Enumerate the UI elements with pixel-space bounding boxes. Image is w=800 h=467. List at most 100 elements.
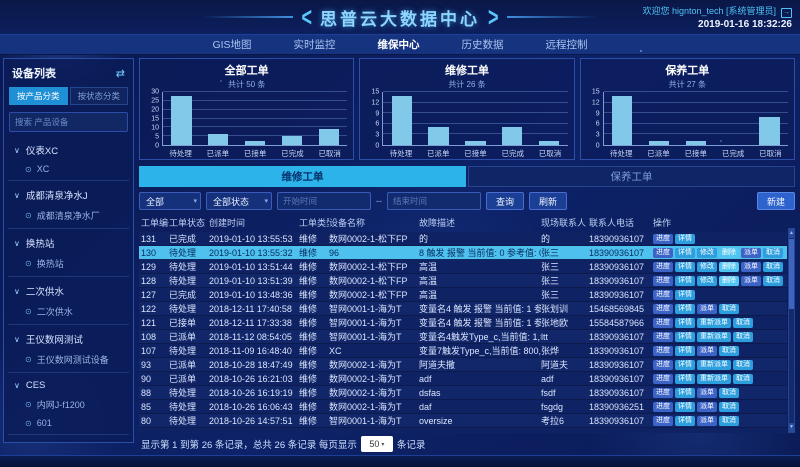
scroll-up-icon[interactable]: ▲ bbox=[789, 229, 794, 238]
action-button-详情[interactable]: 详情 bbox=[675, 233, 695, 244]
tree-parent[interactable]: ∨PP改 bbox=[8, 437, 129, 442]
action-button-详情[interactable]: 详情 bbox=[675, 247, 695, 258]
action-button-派单[interactable]: 派单 bbox=[697, 345, 717, 356]
table-row[interactable]: 128 待处理 2019-01-10 13:51:39 维修 数网0002-1-松下FP… bbox=[139, 274, 787, 288]
scroll-down-icon[interactable]: ▼ bbox=[789, 423, 794, 432]
tree-item[interactable]: ⊙ XC bbox=[8, 160, 129, 177]
action-button-进度[interactable]: 进度 bbox=[653, 261, 673, 272]
action-button-取消[interactable]: 取消 bbox=[733, 331, 753, 342]
nav-tab[interactable]: 远程控制 bbox=[545, 39, 588, 51]
action-button-进度[interactable]: 进度 bbox=[653, 345, 673, 356]
page-size-select[interactable]: 50 ▾ bbox=[360, 436, 393, 452]
action-button-详情[interactable]: 详情 bbox=[675, 415, 695, 426]
action-button-取消[interactable]: 取消 bbox=[763, 261, 783, 272]
action-button-详情[interactable]: 详情 bbox=[675, 261, 695, 272]
action-button-取消[interactable]: 取消 bbox=[719, 415, 739, 426]
action-button-重新派单[interactable]: 重新派单 bbox=[697, 331, 731, 342]
action-button-派单[interactable]: 派单 bbox=[741, 261, 761, 272]
table-row[interactable]: 122 待处理 2018-12-11 17:40:58 维修 智网0001-1-海为T 变… bbox=[139, 302, 787, 316]
nav-tab[interactable]: 历史数据 bbox=[461, 39, 504, 51]
action-button-修改[interactable]: 修改 bbox=[697, 261, 717, 272]
action-button-进度[interactable]: 进度 bbox=[653, 331, 673, 342]
table-row[interactable]: 121 已接单 2018-12-11 17:33:38 维修 智网0001-1-海为T 变… bbox=[139, 316, 787, 330]
action-button-删除[interactable]: 删除 bbox=[719, 275, 739, 286]
action-button-取消[interactable]: 取消 bbox=[719, 303, 739, 314]
tree-item[interactable]: ⊙ 二次供水 bbox=[8, 301, 129, 321]
action-button-详情[interactable]: 详情 bbox=[675, 359, 695, 370]
logout-icon[interactable]: → bbox=[781, 8, 792, 18]
nav-tab[interactable]: GIS地图 bbox=[212, 39, 252, 51]
table-row[interactable] bbox=[139, 428, 787, 433]
action-button-取消[interactable]: 取消 bbox=[763, 247, 783, 258]
action-button-详情[interactable]: 详情 bbox=[675, 289, 695, 300]
collapse-sidebar-icon[interactable]: ⇄ bbox=[115, 67, 125, 80]
tree-item[interactable]: ⊙ 601 bbox=[8, 414, 129, 431]
action-button-派单[interactable]: 派单 bbox=[697, 401, 717, 412]
search-input[interactable] bbox=[15, 117, 126, 127]
action-button-取消[interactable]: 取消 bbox=[719, 345, 739, 356]
nav-tab[interactable]: 实时监控 bbox=[293, 39, 336, 51]
action-button-详情[interactable]: 详情 bbox=[675, 387, 695, 398]
action-button-详情[interactable]: 详情 bbox=[675, 275, 695, 286]
action-button-派单[interactable]: 派单 bbox=[697, 387, 717, 398]
action-button-详情[interactable]: 详情 bbox=[675, 317, 695, 328]
action-button-重新派单[interactable]: 重新派单 bbox=[697, 373, 731, 384]
table-row[interactable]: 88 待处理 2018-10-26 16:19:19 维修 数网0002-1-海为T ds… bbox=[139, 386, 787, 400]
action-button-重新派单[interactable]: 重新派单 bbox=[697, 359, 731, 370]
table-row[interactable]: 107 待处理 2018-11-09 16:48:40 维修 XC 变量7触发Type_c… bbox=[139, 344, 787, 358]
tree-parent[interactable]: ∨ 王仪数网测试 bbox=[8, 327, 129, 349]
table-row[interactable]: 85 待处理 2018-10-26 16:06:43 维修 数网0002-1-海为T da… bbox=[139, 400, 787, 414]
action-button-取消[interactable]: 取消 bbox=[733, 317, 753, 328]
action-button-进度[interactable]: 进度 bbox=[653, 317, 673, 328]
action-button-进度[interactable]: 进度 bbox=[653, 233, 673, 244]
action-button-详情[interactable]: 详情 bbox=[675, 331, 695, 342]
workorder-tab[interactable]: 保养工单 bbox=[468, 166, 795, 187]
action-button-删除[interactable]: 删除 bbox=[719, 247, 739, 258]
table-row[interactable]: 129 待处理 2019-01-10 13:51:44 维修 数网0002-1-松下FP… bbox=[139, 260, 787, 274]
action-button-进度[interactable]: 进度 bbox=[653, 247, 673, 258]
start-date-input[interactable] bbox=[277, 192, 371, 210]
action-button-进度[interactable]: 进度 bbox=[653, 373, 673, 384]
table-row[interactable]: 130 待处理 2019-01-10 13:55:32 维修 96 8 触发 报警 当前值… bbox=[139, 246, 787, 260]
action-button-重新派单[interactable]: 重新派单 bbox=[697, 317, 731, 328]
action-button-派单[interactable]: 派单 bbox=[697, 303, 717, 314]
table-row[interactable]: 131 已完成 2019-01-10 13:55:53 维修 数网0002-1-松下FP… bbox=[139, 232, 787, 246]
create-button[interactable]: 新建 bbox=[756, 192, 795, 210]
action-button-取消[interactable]: 取消 bbox=[763, 275, 783, 286]
sidebar-tab[interactable]: 按状态分类 bbox=[69, 87, 128, 105]
tree-item[interactable]: ⊙ 内网J-f1200 bbox=[8, 394, 129, 414]
sidebar-tab[interactable]: 按产品分类 bbox=[9, 87, 68, 105]
tree-parent[interactable]: ∨ CES bbox=[8, 375, 129, 394]
end-date-input[interactable] bbox=[387, 192, 481, 210]
action-button-详情[interactable]: 详情 bbox=[675, 303, 695, 314]
table-scrollbar[interactable]: ▲ ▼ bbox=[788, 228, 795, 433]
action-button-进度[interactable]: 进度 bbox=[653, 289, 673, 300]
action-button-进度[interactable]: 进度 bbox=[653, 387, 673, 398]
action-button-进度[interactable]: 进度 bbox=[653, 275, 673, 286]
action-button-修改[interactable]: 修改 bbox=[697, 247, 717, 258]
action-button-修改[interactable]: 修改 bbox=[697, 275, 717, 286]
action-button-详情[interactable]: 详情 bbox=[675, 401, 695, 412]
action-button-进度[interactable]: 进度 bbox=[653, 415, 673, 426]
action-button-派单[interactable]: 派单 bbox=[697, 415, 717, 426]
workorder-tab[interactable]: 维修工单 bbox=[139, 166, 466, 187]
query-button[interactable]: 查询 bbox=[486, 192, 525, 210]
filter-all-select[interactable]: 全部 ▾ bbox=[139, 192, 201, 210]
action-button-派单[interactable]: 派单 bbox=[741, 275, 761, 286]
action-button-详情[interactable]: 详情 bbox=[675, 373, 695, 384]
tree-parent[interactable]: ∨ 成都清泉净水J bbox=[8, 183, 129, 205]
table-row[interactable]: 127 已完成 2019-01-10 13:48:36 维修 数网0002-1-松下FP… bbox=[139, 288, 787, 302]
action-button-取消[interactable]: 取消 bbox=[719, 401, 739, 412]
action-button-详情[interactable]: 详情 bbox=[675, 345, 695, 356]
tree-parent[interactable]: ∨ 二次供水 bbox=[8, 279, 129, 301]
action-button-删除[interactable]: 删除 bbox=[719, 261, 739, 272]
tree-item[interactable]: ⊙ 成都清泉净水厂 bbox=[8, 205, 129, 225]
nav-tab[interactable]: 维保中心 bbox=[377, 39, 420, 51]
table-row[interactable]: 108 已派单 2018-11-12 08:54:05 维修 智网0001-1-海为T 变… bbox=[139, 330, 787, 344]
table-row[interactable]: 93 已派单 2018-10-28 18:47:49 维修 数网0002-1-海为T 阿道… bbox=[139, 358, 787, 372]
tree-parent[interactable]: ∨ 仪表XC bbox=[8, 138, 129, 160]
action-button-进度[interactable]: 进度 bbox=[653, 303, 673, 314]
filter-status-select[interactable]: 全部状态 ▾ bbox=[206, 192, 272, 210]
tree-item[interactable]: ⊙ 换热站 bbox=[8, 253, 129, 273]
action-button-派单[interactable]: 派单 bbox=[741, 247, 761, 258]
